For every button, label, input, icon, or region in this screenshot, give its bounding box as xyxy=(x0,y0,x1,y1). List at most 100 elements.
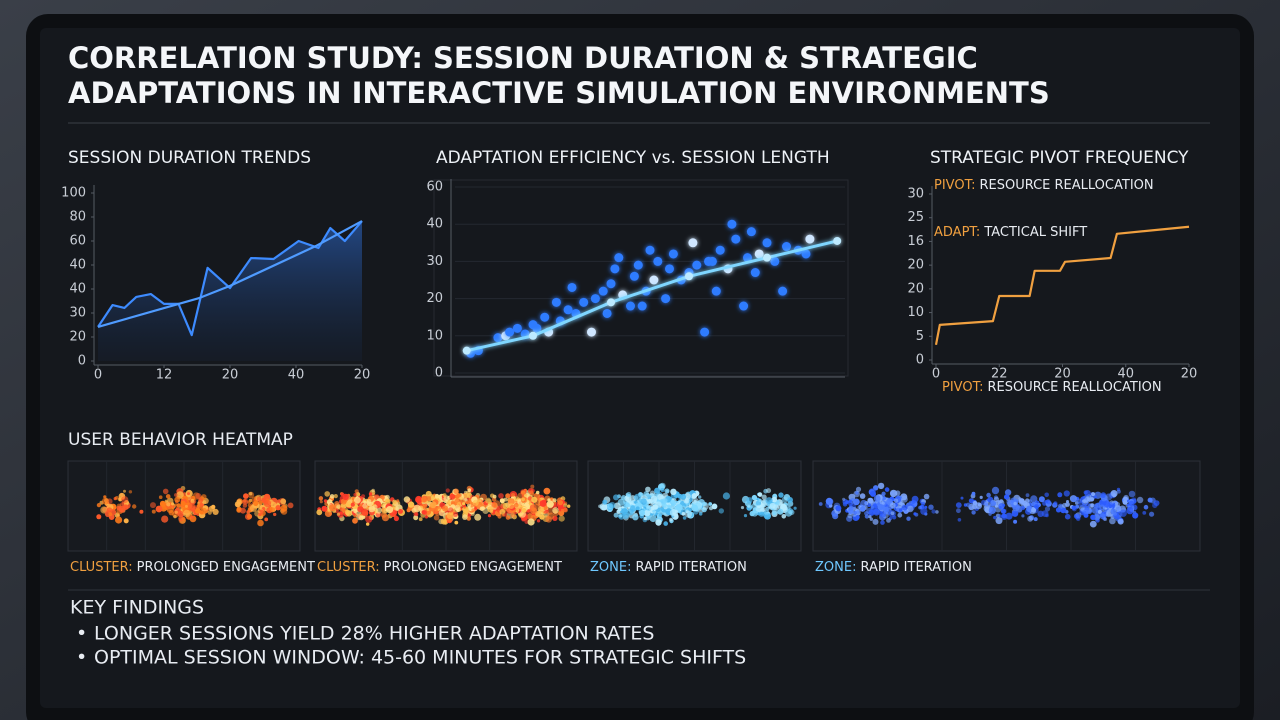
heat-dot xyxy=(423,504,428,509)
heat-dot xyxy=(766,488,772,494)
y-tick-label: 100 xyxy=(61,186,86,201)
heat-dot xyxy=(346,501,353,508)
heat-dot xyxy=(1117,518,1124,525)
annotation-text: RESOURCE REALLOCATION xyxy=(979,178,1153,193)
heat-dot xyxy=(1105,511,1112,518)
heat-dot xyxy=(645,486,651,493)
heat-dot xyxy=(703,501,708,507)
heat-dot xyxy=(999,499,1004,503)
scatter-point xyxy=(668,249,678,259)
heatmap-label: CLUSTER: PROLONGED ENGAGEMENT xyxy=(317,560,562,575)
heat-dot xyxy=(454,520,459,525)
heat-dot xyxy=(510,512,516,518)
heat-dot xyxy=(613,512,619,518)
heat-dot xyxy=(263,493,271,501)
label-tag: ZONE: xyxy=(590,560,631,575)
heat-dot xyxy=(758,498,762,502)
heat-dot xyxy=(1091,492,1096,497)
plot-frame xyxy=(433,179,849,377)
heat-dot xyxy=(1021,505,1026,510)
heat-dot xyxy=(123,504,129,511)
trend-point xyxy=(763,253,771,262)
heat-dot xyxy=(258,500,263,505)
heat-dot xyxy=(479,506,485,512)
y-tick-label: 16 xyxy=(907,234,924,249)
heat-dot xyxy=(508,498,515,505)
heat-dot xyxy=(1005,512,1013,520)
heat-dot xyxy=(1000,508,1007,514)
heat-dot xyxy=(174,496,181,503)
label-text: PROLONGED ENGAGEMENT xyxy=(137,560,315,575)
heat-dot xyxy=(324,491,331,497)
heat-dot xyxy=(975,502,983,510)
heat-dot xyxy=(867,497,873,503)
heat-dot xyxy=(257,503,263,509)
heat-dot xyxy=(684,493,691,500)
heat-dot xyxy=(859,493,866,499)
scatter-point xyxy=(746,227,756,237)
heat-dot xyxy=(898,508,903,512)
heat-dot xyxy=(1044,506,1051,512)
scatter-point xyxy=(700,327,710,337)
y-tick-label: 5 xyxy=(916,329,924,344)
x-tick-label: 20 xyxy=(354,368,371,383)
heat-dot xyxy=(1089,520,1097,528)
heat-dot xyxy=(781,514,787,519)
heat-dot xyxy=(879,500,884,505)
heat-dot xyxy=(918,505,922,510)
heat-dot xyxy=(629,505,637,512)
heat-dot xyxy=(869,517,874,521)
heat-dot xyxy=(527,518,535,526)
scatter-point xyxy=(688,238,698,248)
heat-dot xyxy=(693,499,697,503)
heat-dot xyxy=(426,496,432,502)
y-tick-label: 0 xyxy=(78,354,86,369)
heat-dot xyxy=(421,496,427,503)
heat-dot xyxy=(1022,500,1028,506)
x-tick-label: 0 xyxy=(94,368,102,383)
heat-dot xyxy=(1119,509,1127,517)
heat-dot xyxy=(513,503,519,508)
heat-dot xyxy=(769,502,776,509)
chart-title: STRATEGIC PIVOT FREQUENCY xyxy=(930,148,1189,168)
heat-dot xyxy=(557,500,564,506)
scatter-point xyxy=(614,253,624,263)
y-tick-label: 10 xyxy=(426,328,443,343)
heat-dot xyxy=(825,497,833,505)
heat-dot xyxy=(740,506,745,510)
heat-dot xyxy=(635,506,640,511)
scatter-point xyxy=(602,308,612,318)
heat-dot xyxy=(761,494,767,500)
heat-dot xyxy=(539,500,547,507)
x-tick-label: 40 xyxy=(288,368,305,383)
trend-point xyxy=(607,298,615,307)
heat-dot xyxy=(1013,501,1017,506)
scatter-point xyxy=(626,301,635,311)
heat-dot xyxy=(202,500,207,505)
y-tick-label: 20 xyxy=(907,258,924,273)
heat-dot xyxy=(884,487,890,492)
heat-dot xyxy=(872,518,879,525)
heat-dot xyxy=(889,502,896,509)
heat-dot xyxy=(108,512,113,517)
heat-dot xyxy=(485,497,492,504)
heat-dot xyxy=(471,508,476,513)
heat-dot xyxy=(453,488,460,495)
title-line: CORRELATION STUDY: SESSION DURATION & ST… xyxy=(68,41,978,75)
heat-dot xyxy=(151,509,156,514)
heat-dot xyxy=(890,511,895,516)
heat-dot xyxy=(1122,499,1128,505)
heat-dot xyxy=(502,502,510,510)
scatter-point xyxy=(731,234,741,244)
heat-dot xyxy=(983,501,991,509)
trend-line xyxy=(466,239,838,353)
heat-dot xyxy=(955,502,962,508)
heat-dot xyxy=(1090,514,1096,520)
heat-dot xyxy=(552,507,559,514)
heat-dot xyxy=(1136,496,1144,504)
heat-dot xyxy=(971,510,976,515)
heat-dot xyxy=(957,518,962,522)
heat-dot xyxy=(530,507,538,515)
heat-dot xyxy=(366,522,370,526)
heat-dot xyxy=(353,493,357,497)
